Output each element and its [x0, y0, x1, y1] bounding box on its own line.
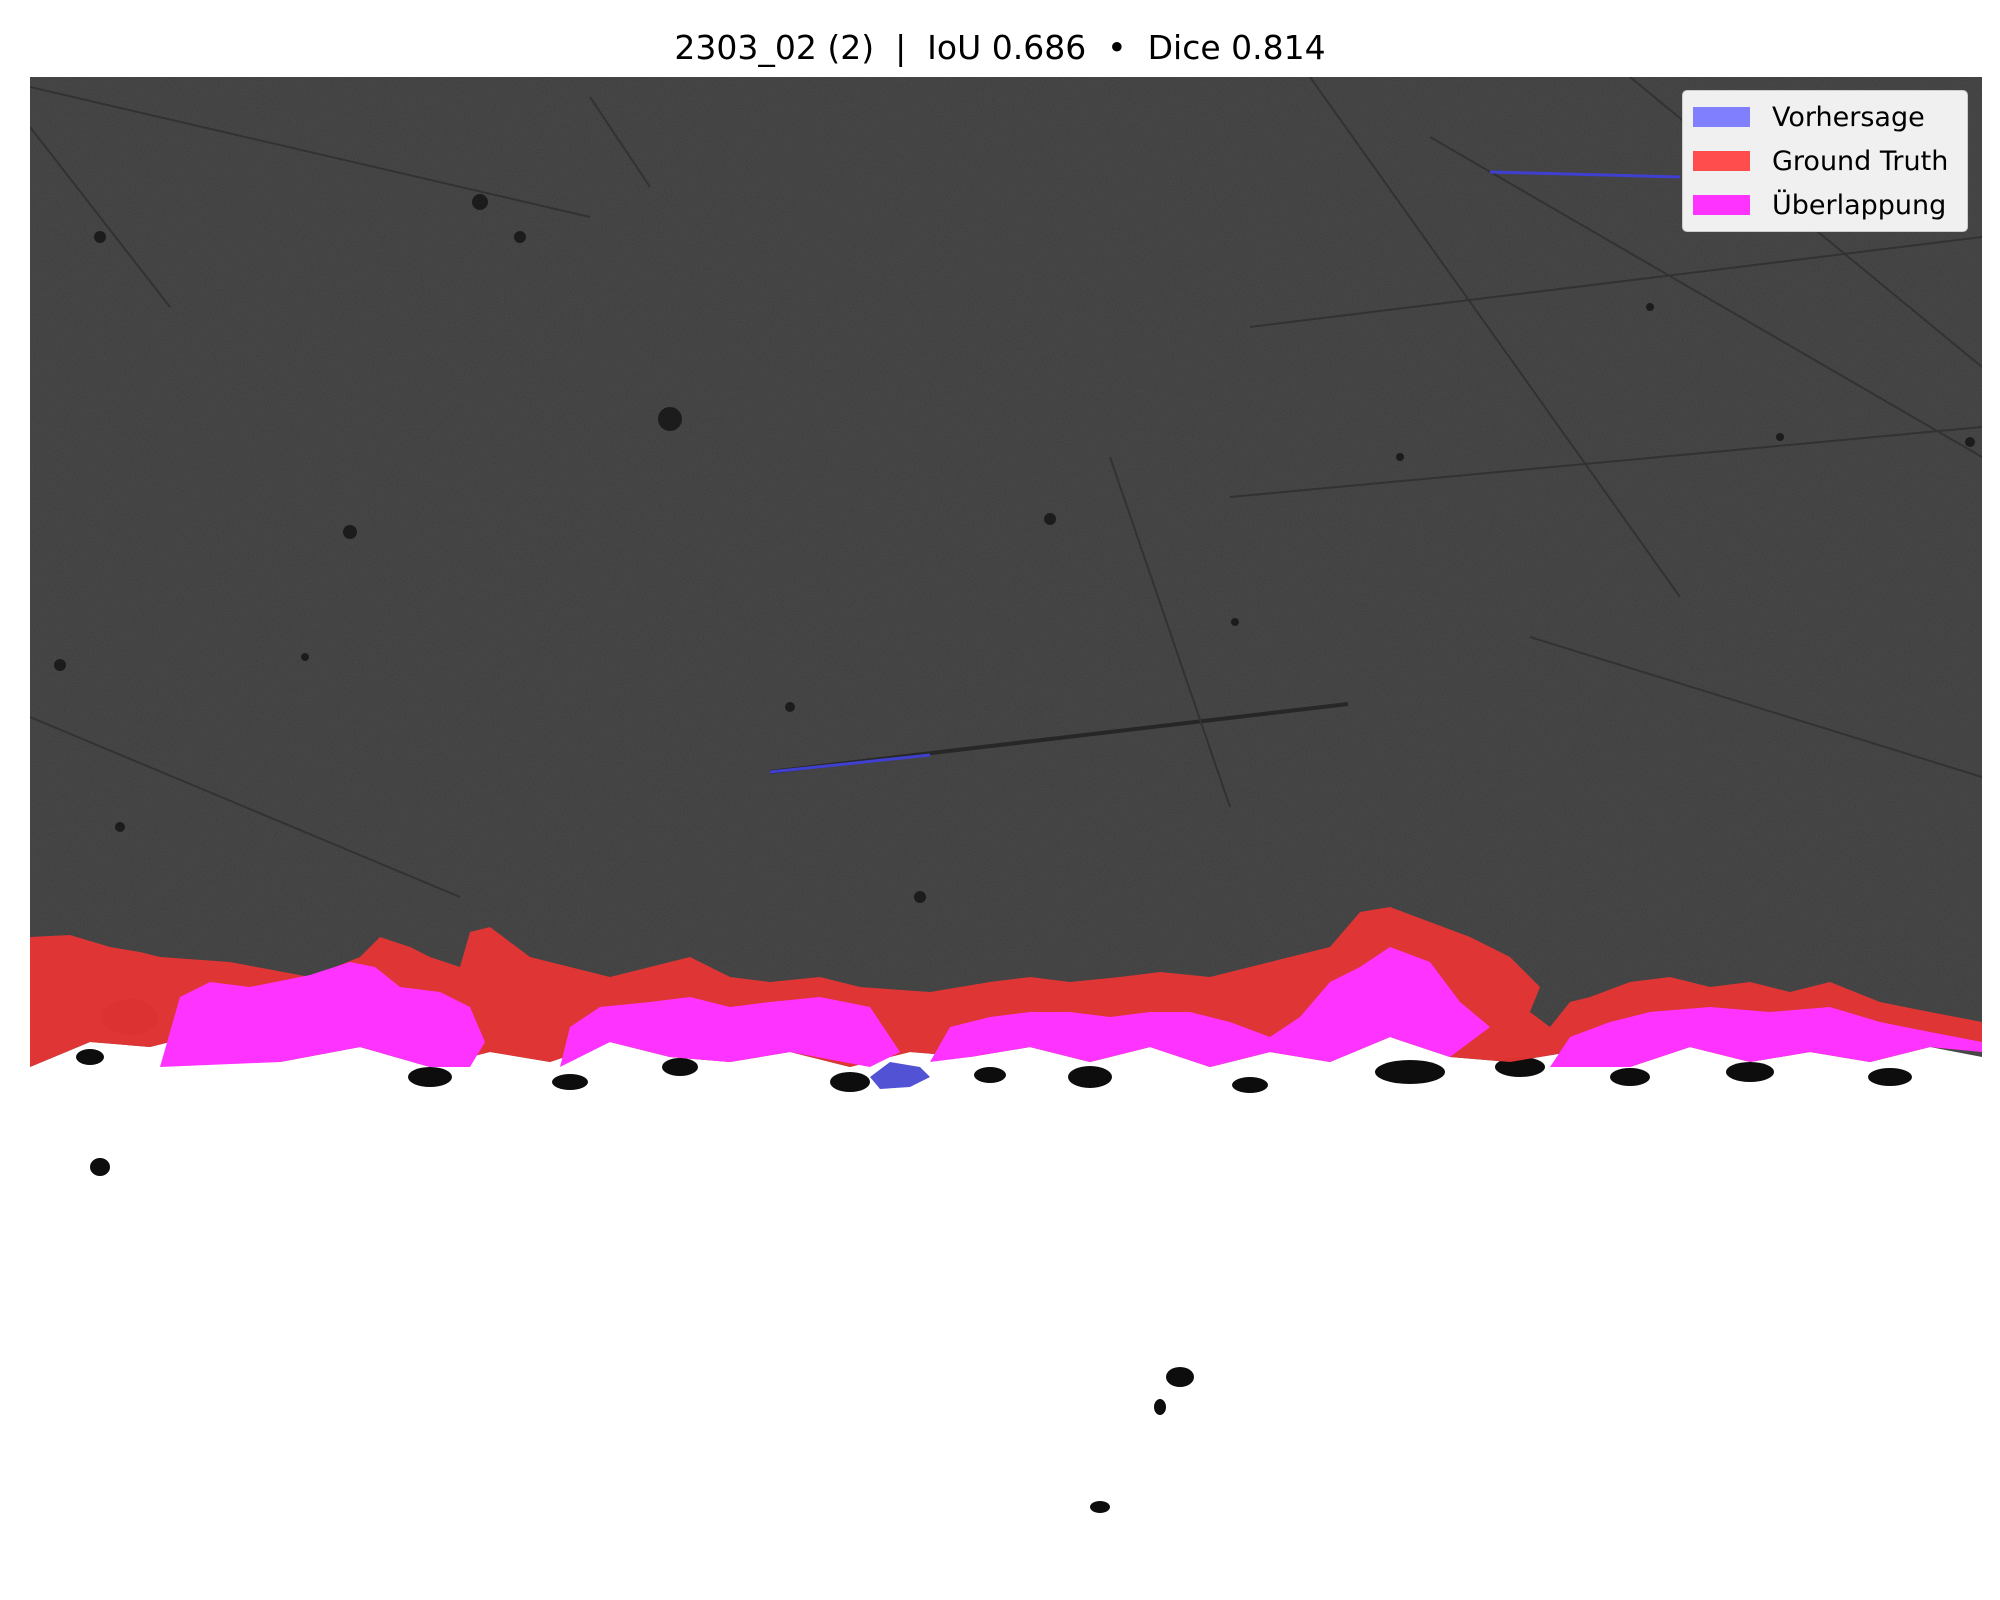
ground-truth-mask — [30, 907, 1982, 1067]
legend-item-prediction: Vorhersage — [1693, 101, 1925, 133]
legend-swatch-prediction — [1693, 107, 1750, 127]
legend-swatch-overlap — [1693, 195, 1750, 215]
metal-substrate — [30, 1032, 1982, 1540]
legend-label-ground-truth: Ground Truth — [1772, 145, 1949, 177]
legend-swatch-ground-truth — [1693, 151, 1750, 171]
overlap-mask — [160, 947, 1982, 1067]
prediction-mask — [870, 1062, 930, 1089]
resin-specks — [54, 194, 1975, 903]
legend-item-ground-truth: Ground Truth — [1693, 145, 1948, 177]
legend: Vorhersage Ground Truth Überlappung — [1682, 90, 1968, 232]
micrograph-image — [30, 77, 1982, 1540]
scratch-lines — [30, 77, 1982, 898]
figure-title: 2303_02 (2) | IoU 0.686 • Dice 0.814 — [674, 28, 1326, 67]
legend-item-overlap: Überlappung — [1693, 189, 1946, 221]
legend-label-overlap: Überlappung — [1772, 189, 1947, 221]
legend-label-prediction: Vorhersage — [1772, 101, 1925, 133]
